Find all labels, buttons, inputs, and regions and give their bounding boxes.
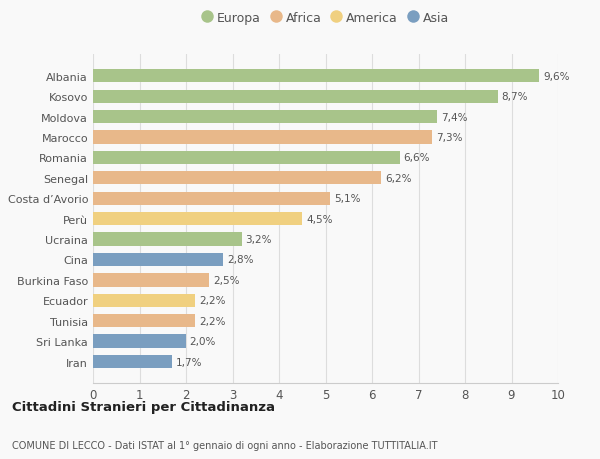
Bar <box>93 314 196 328</box>
Bar <box>93 294 196 307</box>
Bar <box>93 192 330 206</box>
Text: 6,6%: 6,6% <box>404 153 430 163</box>
Bar <box>93 111 437 124</box>
Bar <box>93 253 223 267</box>
Text: 2,2%: 2,2% <box>199 316 226 326</box>
Text: 2,5%: 2,5% <box>213 275 239 285</box>
Text: 8,7%: 8,7% <box>501 92 528 102</box>
Text: COMUNE DI LECCO - Dati ISTAT al 1° gennaio di ogni anno - Elaborazione TUTTITALI: COMUNE DI LECCO - Dati ISTAT al 1° genna… <box>12 440 437 450</box>
Bar <box>93 335 186 348</box>
Bar <box>93 233 242 246</box>
Text: 3,2%: 3,2% <box>245 235 272 245</box>
Bar <box>93 131 433 144</box>
Text: 5,1%: 5,1% <box>334 194 361 204</box>
Text: 2,0%: 2,0% <box>190 336 216 347</box>
Text: 4,5%: 4,5% <box>306 214 332 224</box>
Text: 7,4%: 7,4% <box>441 112 467 123</box>
Legend: Europa, Africa, America, Asia: Europa, Africa, America, Asia <box>202 12 449 25</box>
Bar <box>93 274 209 287</box>
Bar <box>93 213 302 226</box>
Text: 7,3%: 7,3% <box>436 133 463 143</box>
Text: 2,2%: 2,2% <box>199 296 226 306</box>
Bar <box>93 151 400 165</box>
Bar <box>93 70 539 83</box>
Text: 1,7%: 1,7% <box>176 357 202 367</box>
Text: Cittadini Stranieri per Cittadinanza: Cittadini Stranieri per Cittadinanza <box>12 400 275 413</box>
Text: 9,6%: 9,6% <box>543 72 569 82</box>
Bar <box>93 172 382 185</box>
Text: 2,8%: 2,8% <box>227 255 253 265</box>
Bar <box>93 355 172 368</box>
Text: 6,2%: 6,2% <box>385 174 412 184</box>
Bar <box>93 90 497 104</box>
